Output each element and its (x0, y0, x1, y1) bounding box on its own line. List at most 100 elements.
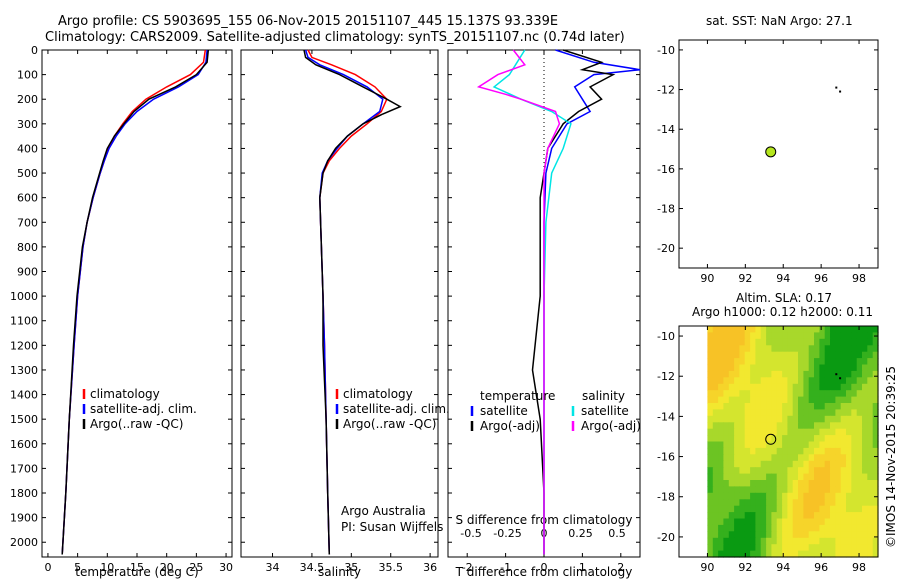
sla-cell (792, 512, 799, 520)
sla-cell (728, 351, 735, 359)
sla-cell (830, 377, 836, 385)
sla-cell (750, 512, 756, 520)
sla-cell (734, 524, 740, 532)
sla-cell (723, 370, 730, 378)
sla-cell (803, 403, 810, 410)
sla-cell (867, 358, 874, 366)
map-y-tick-label: -14 (657, 123, 675, 136)
sla-cell (867, 345, 874, 353)
sla-cell (712, 377, 719, 385)
sla-cell (867, 338, 874, 346)
sla-cell (862, 396, 868, 404)
y-tick-label: 1500 (10, 413, 38, 426)
sla-cell (771, 364, 778, 372)
sla-cell (776, 428, 783, 436)
sla-cell (840, 409, 847, 417)
sla-cell (782, 409, 788, 417)
sla-cell (840, 370, 847, 378)
sla-cell (787, 454, 794, 462)
legend-heading-salinity: salinity (582, 389, 625, 403)
map-y-tick-label: -20 (657, 242, 675, 255)
sla-cell (787, 326, 794, 333)
sla-cell (835, 428, 842, 436)
sla-cell (712, 486, 719, 494)
sla-cell (808, 480, 815, 487)
sla-cell (712, 403, 719, 410)
sla-cell (787, 332, 794, 340)
sla-cell (707, 396, 714, 404)
sla-cell (824, 383, 831, 391)
sla-cell (862, 403, 868, 410)
sla-cell (728, 505, 735, 513)
sla-cell (771, 531, 778, 539)
sla-cell (760, 505, 767, 513)
sla-cell (803, 447, 810, 455)
sla-cell (846, 403, 852, 410)
sla-cell (750, 480, 756, 487)
sla-cell (782, 454, 788, 462)
sla-cell (808, 345, 815, 353)
sla-cell (750, 403, 756, 410)
sla-cell (739, 364, 746, 372)
sla-cell (851, 537, 858, 545)
sla-cell (712, 512, 719, 520)
sla-cell (814, 383, 820, 391)
sla-cell (771, 467, 778, 475)
sla-cell (755, 505, 762, 513)
x-tick-label: 2 (617, 561, 624, 574)
sla-cell (760, 396, 767, 404)
sla-cell (856, 332, 863, 340)
sla-cell (808, 441, 815, 449)
sla-cell (867, 492, 874, 500)
sla-cell (798, 383, 804, 391)
sla-cell (867, 524, 874, 532)
sla-cell (782, 486, 788, 494)
x-axis-label: T difference from climatology (455, 565, 633, 579)
sla-cell (830, 441, 836, 449)
sla-cell (782, 351, 788, 359)
sla-cell (803, 460, 810, 468)
sla-cell (840, 338, 847, 346)
sla-cell (830, 422, 836, 430)
map-x-tick-label: 90 (700, 561, 714, 574)
sla-cell (803, 435, 810, 443)
sla-cell (707, 524, 714, 532)
sla-cell (798, 492, 804, 500)
sla-cell (798, 480, 804, 487)
map-y-tick-label: -10 (657, 330, 675, 343)
sla-cell (723, 505, 730, 513)
sla-cell (739, 345, 746, 353)
sla-cell (819, 396, 826, 404)
sla-cell (819, 377, 826, 385)
sla-cell (824, 390, 831, 398)
sla-cell (750, 370, 756, 378)
sla-cell (766, 377, 772, 385)
sla-cell (728, 467, 735, 475)
sla-cell (798, 428, 804, 436)
sla-cell (750, 351, 756, 359)
sla-cell (835, 467, 842, 475)
sla-cell (851, 403, 858, 410)
sla-cell (755, 403, 762, 410)
sla-cell (867, 473, 874, 481)
map-y-tick-label: -12 (657, 84, 675, 97)
sla-cell (771, 512, 778, 520)
sla-cell (846, 473, 852, 481)
sla-cell (766, 524, 772, 532)
sla-cell (776, 351, 783, 359)
x-tick-label: 1 (579, 561, 586, 574)
sla-cell (819, 370, 826, 378)
sla-cell (824, 531, 831, 539)
sla-cell (840, 480, 847, 487)
sla-cell (744, 364, 751, 372)
sla-cell (830, 338, 836, 346)
sla-cell (830, 435, 836, 443)
sla-cell (760, 345, 767, 353)
sla-cell (739, 415, 746, 423)
sla-cell (792, 473, 799, 481)
sla-cell (824, 512, 831, 520)
sla-cell (824, 441, 831, 449)
sla-cell (840, 460, 847, 468)
sla-cell (808, 512, 815, 520)
sla-cell (824, 428, 831, 436)
